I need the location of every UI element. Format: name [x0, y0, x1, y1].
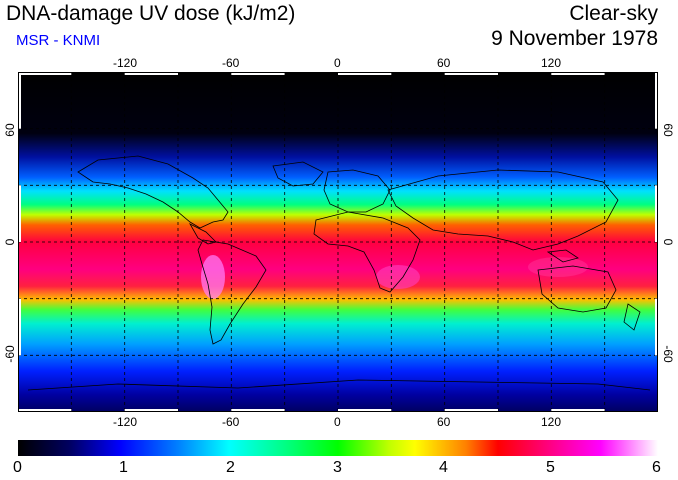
- map-date: 9 November 1978: [491, 27, 658, 50]
- map-border: [18, 72, 658, 412]
- colorbar-tick: 6: [652, 459, 661, 476]
- lon-tick-top: 120: [541, 56, 562, 70]
- colorbar-tick: 3: [333, 459, 342, 476]
- indonesia-high-uv: [528, 257, 588, 277]
- lat-tick-right: 60: [661, 123, 675, 137]
- colorbar: [18, 440, 658, 456]
- lon-tick-top: 0: [334, 56, 341, 70]
- lon-tick-top: -60: [222, 56, 240, 70]
- lon-tick-bottom: -120: [113, 415, 138, 429]
- lat-tick-left: 60: [3, 123, 17, 137]
- lon-tick-top: -120: [113, 56, 138, 70]
- lon-tick-bottom: 60: [437, 415, 451, 429]
- colorbar-tick: 1: [119, 459, 128, 476]
- lat-tick-left: -60: [3, 345, 17, 363]
- colorbar-tick: 2: [226, 459, 235, 476]
- lat-tick-left: 0: [3, 238, 17, 246]
- sky-condition: Clear-sky: [569, 2, 658, 25]
- colorbar-gradient: [18, 440, 658, 456]
- lat-tick-right: -60: [661, 345, 675, 363]
- lon-tick-top: 60: [437, 56, 451, 70]
- uv-dose-map: [18, 72, 658, 412]
- lon-tick-bottom: -60: [222, 415, 240, 429]
- subtitle: MSR - KNMI: [16, 32, 101, 49]
- graticule: [18, 72, 658, 412]
- lat-tick-right: 0: [661, 238, 675, 246]
- page-title: DNA-damage UV dose (kJ/m2): [6, 2, 296, 25]
- colorbar-tick: 0: [13, 459, 22, 476]
- lon-tick-bottom: 120: [541, 415, 562, 429]
- southern-africa-high-uv: [376, 265, 420, 289]
- colorbar-tick: 4: [439, 459, 448, 476]
- colorbar-tick: 5: [546, 459, 555, 476]
- lon-tick-bottom: 0: [334, 415, 341, 429]
- andes-high-uv: [201, 255, 225, 299]
